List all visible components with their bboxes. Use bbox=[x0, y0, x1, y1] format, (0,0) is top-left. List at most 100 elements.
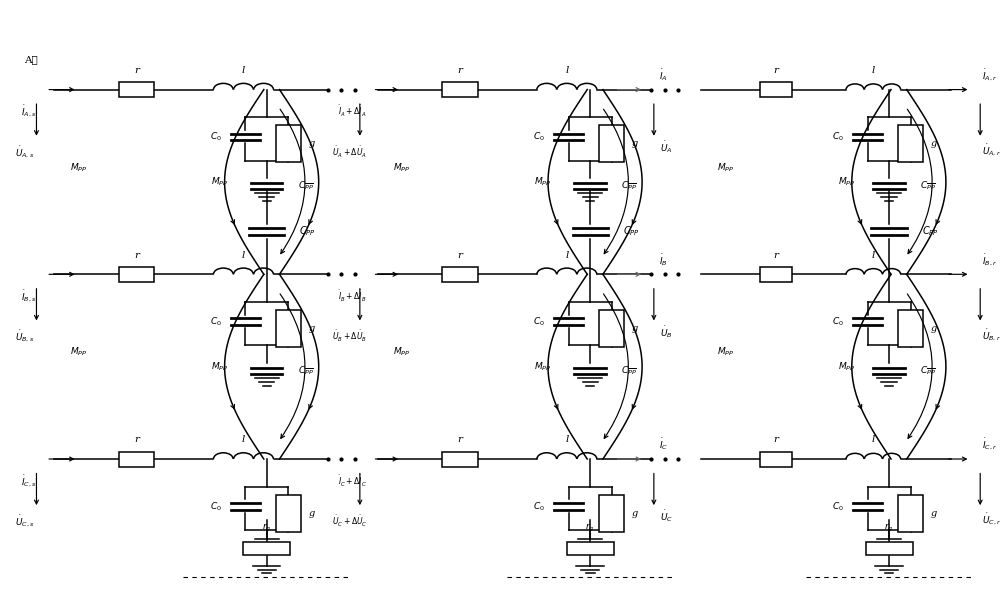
Text: $M_{PP}$: $M_{PP}$ bbox=[717, 161, 734, 174]
Text: r: r bbox=[134, 66, 139, 75]
Text: $\dot{I}_{A,r}$: $\dot{I}_{A,r}$ bbox=[982, 68, 998, 83]
Bar bbox=[276, 495, 301, 532]
Bar bbox=[760, 452, 792, 466]
Text: $\dot{U}_{A,r}$: $\dot{U}_{A,r}$ bbox=[982, 143, 1000, 158]
Text: g: g bbox=[309, 509, 315, 518]
Text: l: l bbox=[565, 66, 569, 75]
Bar bbox=[866, 541, 913, 555]
Text: $\dot{U}_A+\Delta\dot{U}_A$: $\dot{U}_A+\Delta\dot{U}_A$ bbox=[332, 144, 368, 160]
Text: g: g bbox=[309, 140, 315, 148]
Text: $C_0$: $C_0$ bbox=[533, 315, 545, 328]
Text: $\dot{U}_A$: $\dot{U}_A$ bbox=[660, 140, 673, 155]
Text: A相: A相 bbox=[24, 55, 37, 64]
Bar bbox=[599, 125, 624, 163]
Bar bbox=[442, 452, 478, 466]
Text: $\dot{U}_{B,s}$: $\dot{U}_{B,s}$ bbox=[15, 329, 34, 345]
Bar bbox=[599, 495, 624, 532]
Text: $C_{PP}$: $C_{PP}$ bbox=[299, 224, 316, 239]
Text: $\dot{U}_B+\Delta\dot{U}_B$: $\dot{U}_B+\Delta\dot{U}_B$ bbox=[332, 329, 368, 345]
Text: $\dot{U}_{A,s}$: $\dot{U}_{A,s}$ bbox=[15, 144, 34, 160]
Text: $M_{PP}$: $M_{PP}$ bbox=[534, 360, 552, 373]
Text: r: r bbox=[457, 251, 462, 260]
Bar bbox=[442, 267, 478, 282]
Text: $\dot{I}_C$: $\dot{I}_C$ bbox=[659, 437, 668, 452]
FancyArrowPatch shape bbox=[280, 294, 305, 438]
Text: $\dot{U}_C+\Delta\dot{U}_C$: $\dot{U}_C+\Delta\dot{U}_C$ bbox=[332, 514, 368, 529]
Text: $C_{\overline{PP}}$: $C_{\overline{PP}}$ bbox=[920, 180, 936, 192]
FancyArrowPatch shape bbox=[603, 109, 628, 254]
Text: $\dot{U}_{C,s}$: $\dot{U}_{C,s}$ bbox=[15, 514, 34, 529]
Text: g: g bbox=[632, 324, 638, 333]
Text: $\dot{I}_{C,s}$: $\dot{I}_{C,s}$ bbox=[21, 474, 36, 489]
Text: $r_g$: $r_g$ bbox=[585, 522, 595, 534]
Text: l: l bbox=[872, 435, 875, 445]
FancyArrowPatch shape bbox=[603, 294, 628, 438]
Bar bbox=[898, 495, 923, 532]
FancyArrowPatch shape bbox=[280, 109, 305, 254]
FancyArrowPatch shape bbox=[907, 109, 932, 254]
Text: $M_{PP}$: $M_{PP}$ bbox=[393, 161, 411, 174]
Text: $C_0$: $C_0$ bbox=[533, 500, 545, 512]
Text: $\dot{U}_{C,r}$: $\dot{U}_{C,r}$ bbox=[982, 512, 1000, 527]
Text: l: l bbox=[242, 251, 245, 260]
Text: g: g bbox=[931, 324, 937, 333]
Text: $\dot{I}_A$: $\dot{I}_A$ bbox=[659, 67, 668, 83]
FancyArrowPatch shape bbox=[907, 294, 932, 438]
Text: g: g bbox=[309, 324, 315, 333]
Bar bbox=[898, 310, 923, 347]
Text: $M_{PP}$: $M_{PP}$ bbox=[211, 360, 228, 373]
Text: g: g bbox=[931, 140, 937, 148]
Text: g: g bbox=[931, 509, 937, 518]
Text: $M_{PP}$: $M_{PP}$ bbox=[838, 176, 856, 188]
Text: $C_0$: $C_0$ bbox=[832, 131, 844, 143]
Text: r: r bbox=[457, 435, 462, 445]
Text: g: g bbox=[632, 509, 638, 518]
Text: l: l bbox=[242, 66, 245, 75]
Text: $M_{PP}$: $M_{PP}$ bbox=[70, 161, 87, 174]
Text: r: r bbox=[134, 251, 139, 260]
Text: $C_0$: $C_0$ bbox=[533, 131, 545, 143]
Text: $M_{PP}$: $M_{PP}$ bbox=[393, 346, 411, 359]
Text: l: l bbox=[872, 251, 875, 260]
Text: $M_{PP}$: $M_{PP}$ bbox=[838, 360, 856, 373]
Bar bbox=[276, 310, 301, 347]
Text: $\dot{I}_B$: $\dot{I}_B$ bbox=[659, 252, 668, 267]
Text: $C_{\overline{PP}}$: $C_{\overline{PP}}$ bbox=[298, 365, 314, 377]
Text: $C_{\overline{PP}}$: $C_{\overline{PP}}$ bbox=[298, 180, 314, 192]
Text: l: l bbox=[872, 66, 875, 75]
Text: $\dot{I}_{B,s}$: $\dot{I}_{B,s}$ bbox=[21, 289, 36, 304]
Text: $\dot{U}_C$: $\dot{U}_C$ bbox=[660, 509, 673, 524]
Text: $M_{PP}$: $M_{PP}$ bbox=[70, 346, 87, 359]
Text: $M_{PP}$: $M_{PP}$ bbox=[717, 346, 734, 359]
Bar bbox=[276, 125, 301, 163]
Bar bbox=[567, 541, 614, 555]
Text: $\dot{U}_{B,r}$: $\dot{U}_{B,r}$ bbox=[982, 327, 1000, 343]
Text: $C_{PP}$: $C_{PP}$ bbox=[623, 224, 640, 239]
Text: r: r bbox=[773, 66, 778, 75]
Text: $C_{PP}$: $C_{PP}$ bbox=[922, 224, 939, 239]
Bar bbox=[599, 310, 624, 347]
Text: $C_0$: $C_0$ bbox=[210, 500, 222, 512]
Bar bbox=[243, 541, 290, 555]
Text: $C_0$: $C_0$ bbox=[832, 315, 844, 328]
Text: $C_0$: $C_0$ bbox=[832, 500, 844, 512]
Text: r: r bbox=[773, 251, 778, 260]
Text: $\dot{I}_A+\Delta\dot{I}_A$: $\dot{I}_A+\Delta\dot{I}_A$ bbox=[338, 104, 366, 119]
Bar bbox=[119, 82, 154, 97]
Text: $\dot{I}_B+\Delta\dot{I}_B$: $\dot{I}_B+\Delta\dot{I}_B$ bbox=[338, 289, 366, 304]
Text: r: r bbox=[134, 435, 139, 445]
Text: $\dot{I}_{C,r}$: $\dot{I}_{C,r}$ bbox=[982, 437, 998, 452]
Text: $\dot{I}_{B,r}$: $\dot{I}_{B,r}$ bbox=[982, 252, 998, 267]
Text: $\dot{U}_B$: $\dot{U}_B$ bbox=[660, 325, 673, 340]
Bar bbox=[119, 267, 154, 282]
Text: $r_g$: $r_g$ bbox=[262, 522, 272, 534]
Bar bbox=[119, 452, 154, 466]
Text: $\dot{I}_{A,s}$: $\dot{I}_{A,s}$ bbox=[21, 104, 36, 119]
Bar bbox=[760, 267, 792, 282]
Text: g: g bbox=[632, 140, 638, 148]
Text: l: l bbox=[565, 435, 569, 445]
Bar bbox=[898, 125, 923, 163]
Bar bbox=[442, 82, 478, 97]
Text: l: l bbox=[242, 435, 245, 445]
Text: $\dot{I}_C+\Delta\dot{I}_C$: $\dot{I}_C+\Delta\dot{I}_C$ bbox=[338, 474, 366, 489]
